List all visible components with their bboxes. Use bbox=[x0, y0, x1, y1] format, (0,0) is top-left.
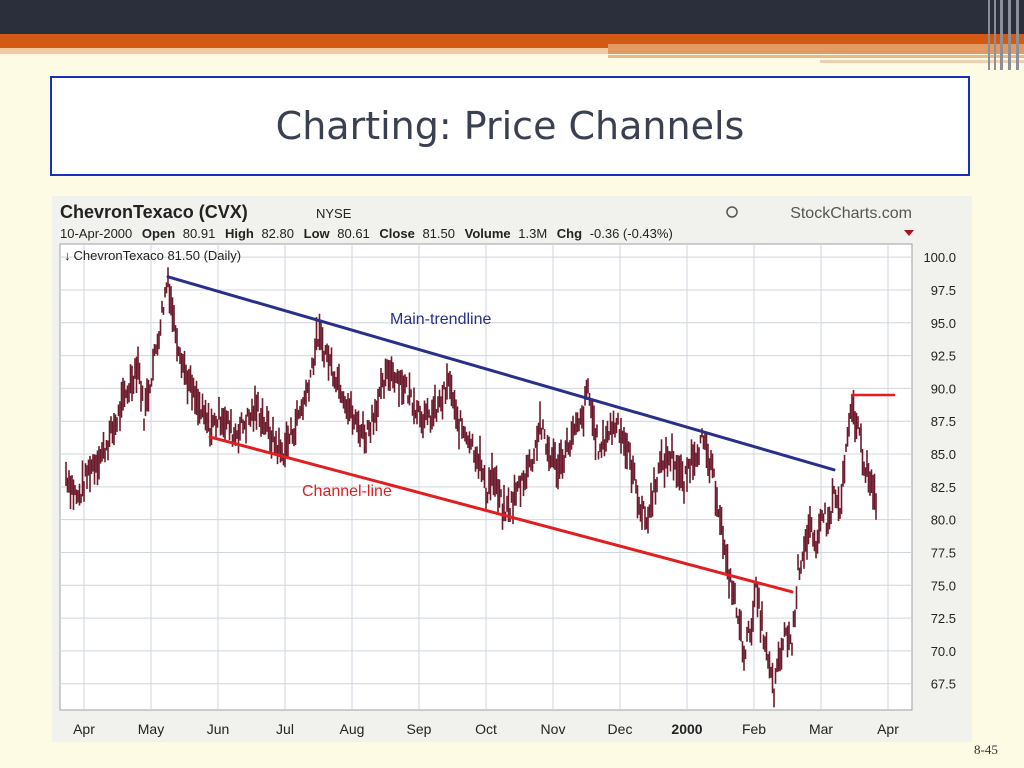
stock-chart: ChevronTexaco (CVX) NYSE StockCharts.com… bbox=[52, 196, 972, 742]
trend-lines bbox=[166, 275, 896, 594]
main-trendline-label: Main-trendline bbox=[390, 311, 491, 328]
y-tick-label: 70.0 bbox=[931, 644, 956, 659]
y-tick-label: 77.5 bbox=[931, 545, 956, 560]
main-trendline bbox=[166, 275, 836, 472]
down-arrow-icon bbox=[904, 230, 914, 236]
y-tick-label: 92.5 bbox=[931, 349, 956, 364]
y-tick-label: 90.0 bbox=[931, 381, 956, 396]
quote-low-label: Low bbox=[304, 226, 331, 241]
y-tick-label: 85.0 bbox=[931, 447, 956, 462]
y-tick-label: 80.0 bbox=[931, 513, 956, 528]
quote-open: 80.91 bbox=[183, 226, 216, 241]
y-tick-label: 82.5 bbox=[931, 480, 956, 495]
quote-volume: 1.3M bbox=[518, 226, 547, 241]
page-number: 8-45 bbox=[974, 742, 998, 757]
y-tick-label: 72.5 bbox=[931, 611, 956, 626]
x-tick-label: Mar bbox=[809, 721, 833, 737]
quote-high-label: High bbox=[225, 226, 254, 241]
y-tick-label: 100.0 bbox=[923, 250, 956, 265]
chart-exchange: NYSE bbox=[316, 206, 352, 221]
x-tick-label: Feb bbox=[742, 721, 766, 737]
copyright-icon bbox=[726, 206, 738, 218]
top-decor-bar bbox=[0, 0, 1024, 70]
quote-close: 81.50 bbox=[422, 226, 455, 241]
quote-line: 10-Apr-2000 Open 80.91 High 82.80 Low 80… bbox=[60, 226, 673, 241]
slide-title: Charting: Price Channels bbox=[275, 104, 745, 148]
quote-chg: -0.36 (-0.43%) bbox=[590, 226, 673, 241]
x-tick-label: Jun bbox=[207, 721, 230, 737]
y-tick-label: 67.5 bbox=[931, 677, 956, 692]
y-tick-label: 75.0 bbox=[931, 578, 956, 593]
grid-lines bbox=[60, 244, 912, 710]
quote-close-label: Close bbox=[379, 226, 414, 241]
price-bars bbox=[65, 267, 877, 708]
quote-chg-label: Chg bbox=[557, 226, 582, 241]
quote-high: 82.80 bbox=[261, 226, 294, 241]
quote-open-label: Open bbox=[142, 226, 175, 241]
channel-line-label: Channel-line bbox=[302, 483, 392, 500]
x-axis: Apr May Jun Jul Aug Sep Oct Nov Dec 2000 Feb Mar Apr bbox=[73, 721, 899, 737]
y-tick-label: 87.5 bbox=[931, 414, 956, 429]
x-tick-label: Nov bbox=[541, 721, 566, 737]
series-label: ↓ ChevronTexaco 81.50 (Daily) bbox=[64, 248, 241, 263]
y-tick-label: 95.0 bbox=[931, 316, 956, 331]
quote-volume-label: Volume bbox=[465, 226, 511, 241]
x-tick-label: 2000 bbox=[671, 721, 702, 737]
x-tick-label: Aug bbox=[340, 721, 365, 737]
x-tick-label: Sep bbox=[407, 721, 432, 737]
x-tick-label: May bbox=[138, 721, 164, 737]
chart-brand: StockCharts.com bbox=[790, 205, 912, 222]
quote-date: 10-Apr-2000 bbox=[60, 226, 132, 241]
slide-title-box: Charting: Price Channels bbox=[50, 76, 970, 176]
x-tick-label: Oct bbox=[475, 721, 497, 737]
channel-line bbox=[208, 435, 794, 594]
x-tick-label: Dec bbox=[608, 721, 633, 737]
x-tick-label: Apr bbox=[73, 721, 95, 737]
chart-company: ChevronTexaco (CVX) bbox=[60, 202, 248, 222]
y-tick-label: 97.5 bbox=[931, 283, 956, 298]
x-tick-label: Jul bbox=[276, 721, 294, 737]
quote-low: 80.61 bbox=[337, 226, 370, 241]
x-tick-label: Apr bbox=[877, 721, 899, 737]
y-axis: 100.0 97.5 95.0 92.5 90.0 87.5 85.0 82.5 80.0 77.… bbox=[923, 250, 956, 692]
